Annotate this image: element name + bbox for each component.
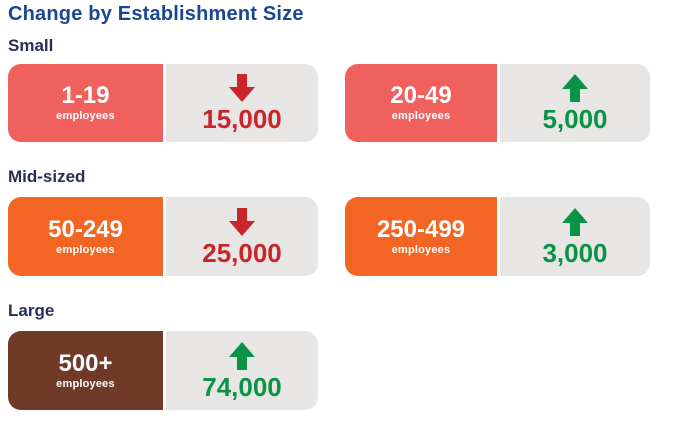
card-small-20-49: 20-49 employees 5,000 <box>345 64 650 142</box>
panel-divider <box>163 64 166 142</box>
card-large-500-plus: 500+ employees 74,000 <box>8 331 318 410</box>
change-panel: 5,000 <box>500 64 650 142</box>
change-panel: 25,000 <box>166 197 318 276</box>
down-arrow-icon <box>229 74 255 102</box>
size-range-label: 500+ <box>58 349 113 377</box>
section-label-large: Large <box>8 301 55 320</box>
change-panel: 74,000 <box>166 331 318 410</box>
size-range-label: 1-19 <box>61 82 110 109</box>
up-arrow-icon <box>562 74 588 102</box>
change-panel: 3,000 <box>500 197 650 276</box>
up-arrow-icon <box>229 341 255 370</box>
employees-label: employees <box>391 243 451 256</box>
change-value: 5,000 <box>542 104 608 134</box>
employees-label: employees <box>56 377 115 390</box>
card-mid-250-499: 250-499 employees 3,000 <box>345 197 650 276</box>
change-value: 15,000 <box>202 104 282 134</box>
section-label-small: Small <box>8 36 54 55</box>
size-range-label: 50-249 <box>48 215 123 243</box>
change-value: 74,000 <box>202 371 282 402</box>
up-arrow-icon <box>562 207 588 236</box>
employees-label: employees <box>56 110 115 122</box>
size-range-label: 20-49 <box>390 82 452 109</box>
size-panel: 250-499 employees <box>345 197 497 276</box>
section-label-mid-sized: Mid-sized <box>8 167 86 186</box>
card-mid-50-249: 50-249 employees 25,000 <box>8 197 318 276</box>
card-small-1-19: 1-19 employees 15,000 <box>8 64 318 142</box>
size-panel: 1-19 employees <box>8 64 163 142</box>
change-value: 25,000 <box>202 237 282 268</box>
change-panel: 15,000 <box>166 64 318 142</box>
employees-label: employees <box>391 110 451 122</box>
employees-label: employees <box>56 243 115 256</box>
panel-divider <box>163 197 166 276</box>
page-title: Change by Establishment Size <box>8 3 304 25</box>
panel-divider <box>497 197 500 276</box>
size-range-label: 250-499 <box>376 215 466 243</box>
panel-divider <box>163 331 166 410</box>
size-panel: 500+ employees <box>8 331 163 410</box>
down-arrow-icon <box>229 207 255 236</box>
panel-divider <box>497 64 500 142</box>
size-panel: 50-249 employees <box>8 197 163 276</box>
size-panel: 20-49 employees <box>345 64 497 142</box>
change-value: 3,000 <box>542 237 608 268</box>
